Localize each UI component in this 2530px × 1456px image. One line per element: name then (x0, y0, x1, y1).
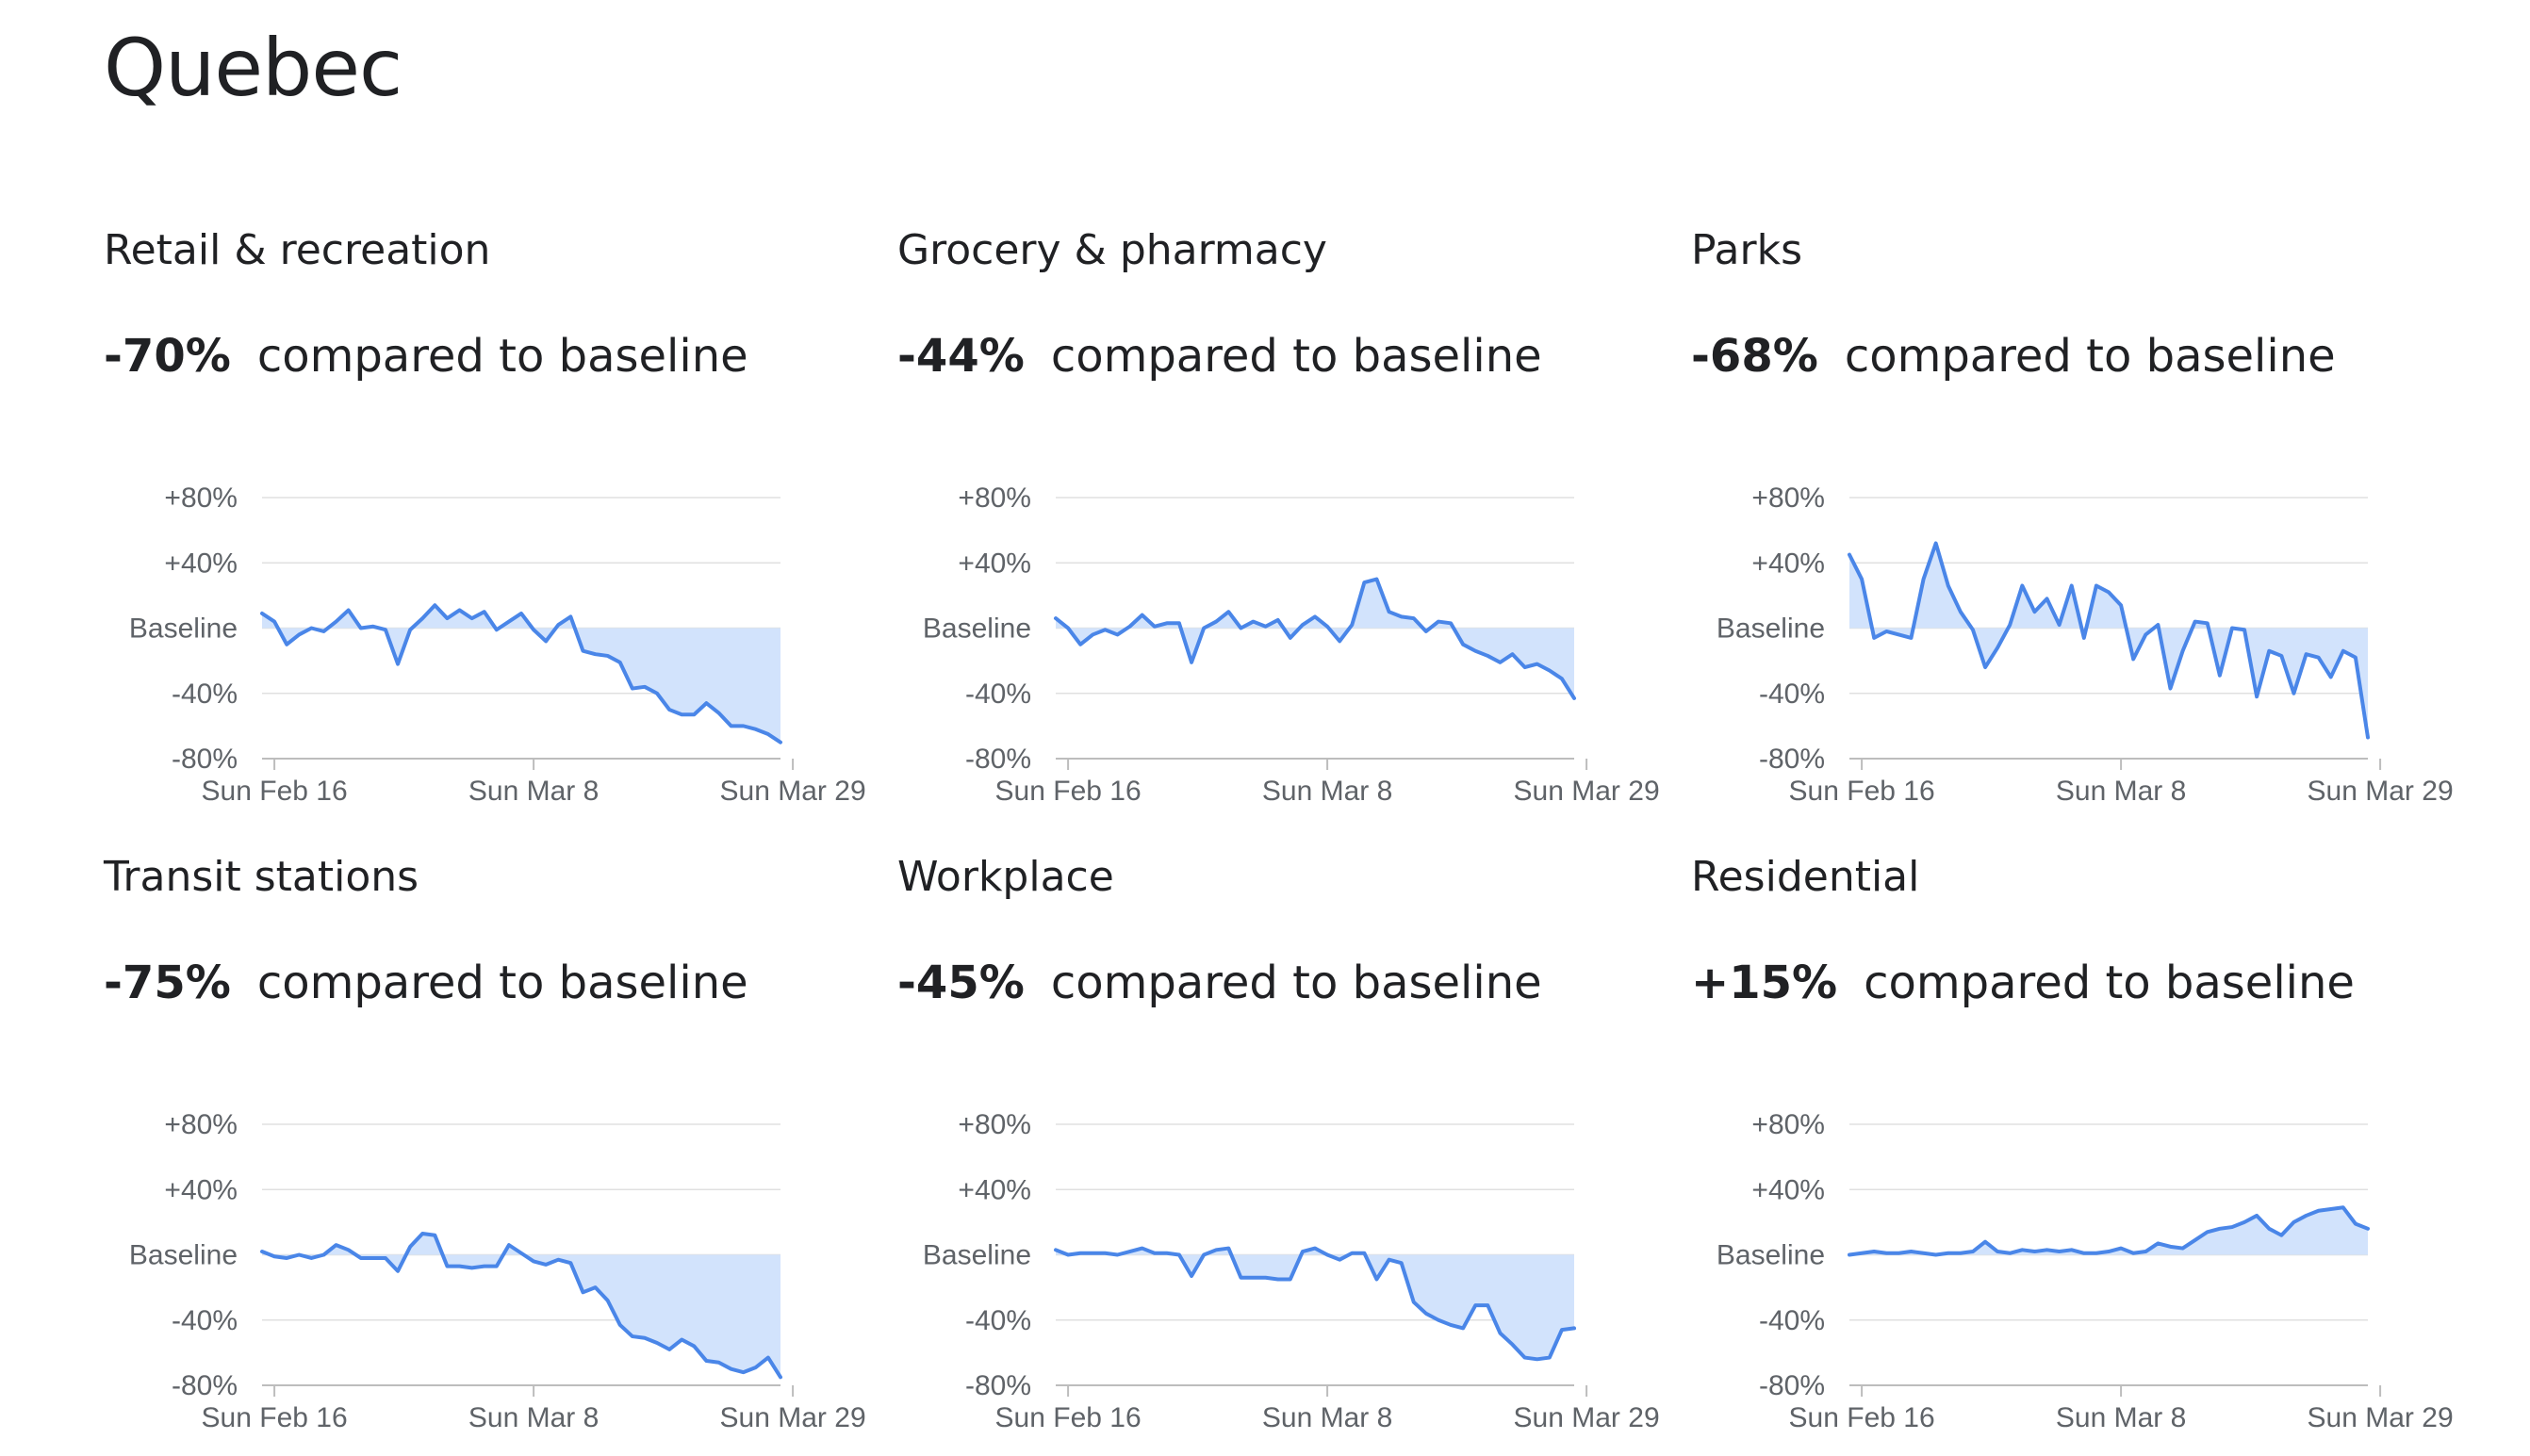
y-tick-label: Baseline (129, 613, 238, 645)
chart-retail-recreation: +80% +40% Baseline -40% -80%Sun Feb 16 Sun Ma… (129, 483, 866, 807)
y-tick-label: +80% (958, 1109, 1031, 1140)
stat-value: -70% (104, 330, 231, 383)
y-tick-label: -80% (172, 744, 238, 775)
panel-stat: -45% compared to baseline (897, 957, 1542, 1011)
y-tick-label: -40% (172, 1305, 238, 1336)
stat-value: -45% (897, 957, 1025, 1009)
chart-grocery-pharmacy: +80% +40% Baseline -40% -80%Sun Feb 16 Sun Ma… (923, 483, 1660, 807)
y-tick-label: +40% (958, 548, 1031, 579)
stat-value: +15% (1691, 957, 1838, 1009)
y-tick-label: +40% (1751, 548, 1825, 579)
x-tick-label: Sun Mar 29 (720, 1402, 866, 1433)
stat-caption: compared to baseline (1050, 957, 1542, 1009)
x-tick-label: Sun Mar 8 (1262, 1402, 1392, 1433)
y-tick-label: +80% (958, 483, 1031, 514)
y-tick-label: -80% (965, 1370, 1031, 1401)
series-line (1848, 541, 2370, 740)
x-tick-label: Sun Mar 29 (2308, 776, 2454, 807)
panel-retail-recreation: Retail & recreation -70% compared to base… (104, 226, 866, 829)
panel-title: Residential (1691, 853, 1920, 901)
panel-title: Grocery & pharmacy (897, 226, 1327, 274)
stat-value: -75% (104, 957, 231, 1009)
x-tick-label: Sun Mar 29 (2308, 1402, 2454, 1433)
panel-stat: +15% compared to baseline (1691, 957, 2355, 1011)
panel-title: Retail & recreation (104, 226, 491, 274)
x-tick-label: Sun Feb 16 (995, 776, 1142, 807)
stat-value: -68% (1691, 330, 1818, 383)
panel-workplace: Workplace -45% compared to baseline +80% +… (897, 853, 1660, 1456)
stat-caption: compared to baseline (1050, 330, 1542, 383)
series-line (1848, 1205, 2370, 1257)
series-line (260, 603, 782, 744)
y-tick-label: Baseline (1717, 1240, 1825, 1271)
x-tick-label: Sun Feb 16 (1789, 776, 1935, 807)
x-tick-label: Sun Feb 16 (202, 776, 348, 807)
y-tick-label: -80% (965, 744, 1031, 775)
panel-residential: Residential +15% compared to baseline +80… (1691, 853, 2454, 1456)
y-tick-label: Baseline (129, 1240, 238, 1271)
series-line (1054, 577, 1576, 700)
y-tick-label: Baseline (923, 1240, 1031, 1271)
y-tick-label: -40% (965, 679, 1031, 710)
stat-value: -44% (897, 330, 1025, 383)
y-tick-label: +40% (958, 1174, 1031, 1205)
stat-caption: compared to baseline (256, 330, 748, 383)
x-tick-label: Sun Mar 29 (1514, 1402, 1660, 1433)
series-line (1054, 1246, 1576, 1362)
y-tick-label: -40% (1759, 679, 1825, 710)
y-tick-label: +80% (1751, 1109, 1825, 1140)
series-area (1056, 1248, 1574, 1360)
y-tick-label: -40% (172, 679, 238, 710)
y-tick-label: +80% (1751, 483, 1825, 514)
series-area (262, 605, 780, 743)
panel-stat: -68% compared to baseline (1691, 330, 2336, 384)
stat-caption: compared to baseline (1844, 330, 2336, 383)
y-tick-label: +80% (164, 1109, 238, 1140)
x-tick-label: Sun Mar 29 (1514, 776, 1660, 807)
y-tick-label: +40% (1751, 1174, 1825, 1205)
series-area (1849, 543, 2368, 738)
series-area (262, 1233, 780, 1378)
panel-title: Transit stations (104, 853, 419, 901)
series-area (1849, 1207, 2368, 1255)
series-area (1056, 579, 1574, 698)
x-tick-label: Sun Feb 16 (995, 1402, 1142, 1433)
x-tick-label: Sun Mar 8 (2056, 776, 2186, 807)
panel-grocery-pharmacy: Grocery & pharmacy -44% compared to basel… (897, 226, 1660, 829)
panel-stat: -44% compared to baseline (897, 330, 1542, 384)
x-tick-label: Sun Mar 8 (468, 776, 599, 807)
y-tick-label: +40% (164, 1174, 238, 1205)
panel-parks: Parks -68% compared to baseline +80% +40% B… (1691, 226, 2454, 829)
series-line (260, 1231, 782, 1380)
chart-transit-stations: +80% +40% Baseline -40% -80%Sun Feb 16 Sun Ma… (129, 1109, 866, 1433)
x-tick-label: Sun Mar 8 (468, 1402, 599, 1433)
panel-stat: -75% compared to baseline (104, 957, 748, 1011)
y-tick-label: -80% (1759, 1370, 1825, 1401)
y-tick-label: -80% (172, 1370, 238, 1401)
stat-caption: compared to baseline (256, 957, 748, 1009)
x-tick-label: Sun Feb 16 (202, 1402, 348, 1433)
panel-title: Parks (1691, 226, 1803, 274)
y-tick-label: -40% (965, 1305, 1031, 1336)
stat-caption: compared to baseline (1864, 957, 2355, 1009)
y-tick-label: +40% (164, 548, 238, 579)
x-tick-label: Sun Mar 8 (2056, 1402, 2186, 1433)
y-tick-label: +80% (164, 483, 238, 514)
page-title: Quebec (104, 22, 402, 114)
chart-workplace: +80% +40% Baseline -40% -80%Sun Feb 16 Sun Ma… (923, 1109, 1660, 1433)
panel-title: Workplace (897, 853, 1114, 901)
x-tick-label: Sun Feb 16 (1789, 1402, 1935, 1433)
chart-parks: +80% +40% Baseline -40% -80%Sun Feb 16 Sun Ma… (1717, 483, 2454, 807)
chart-residential: +80% +40% Baseline -40% -80%Sun Feb 16 Sun Ma… (1717, 1109, 2454, 1433)
x-tick-label: Sun Mar 8 (1262, 776, 1392, 807)
x-tick-label: Sun Mar 29 (720, 776, 866, 807)
y-tick-label: -40% (1759, 1305, 1825, 1336)
panel-stat: -70% compared to baseline (104, 330, 748, 384)
y-tick-label: Baseline (1717, 613, 1825, 645)
y-tick-label: -80% (1759, 744, 1825, 775)
y-tick-label: Baseline (923, 613, 1031, 645)
panel-transit-stations: Transit stations -75% compared to baselin… (104, 853, 866, 1456)
